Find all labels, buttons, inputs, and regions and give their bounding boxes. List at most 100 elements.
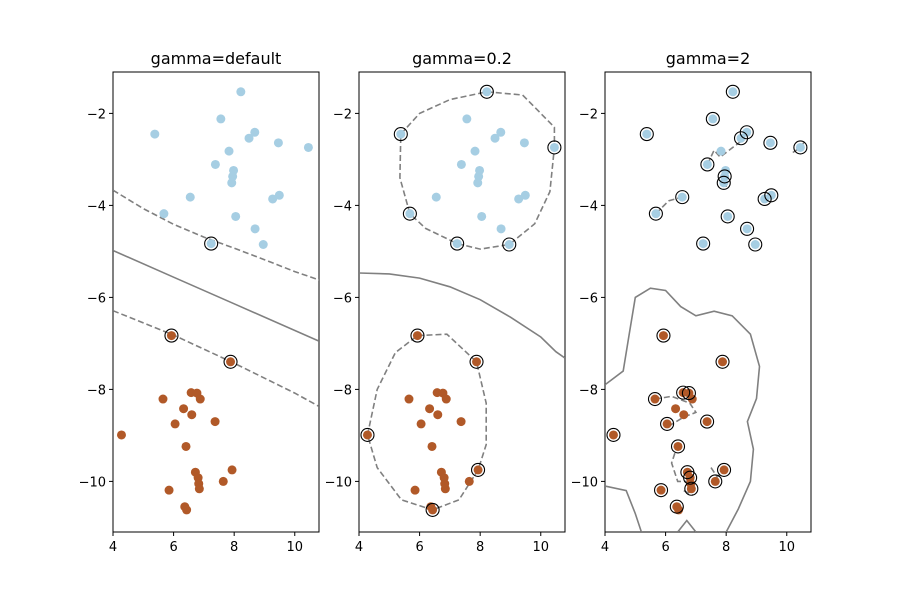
margin-line [366, 333, 487, 511]
margin-line [399, 91, 556, 250]
data-point [210, 159, 220, 169]
support-vector-marker [502, 237, 517, 252]
data-point [650, 394, 660, 404]
data-point [216, 114, 226, 124]
decision-boundary [113, 249, 319, 342]
data-point [708, 114, 718, 124]
x-tick-label: 10 [286, 540, 303, 555]
data-point [303, 142, 313, 152]
plot-area [358, 71, 566, 533]
data-point [179, 404, 189, 414]
data-point [482, 87, 492, 97]
support-vector-marker [469, 354, 484, 369]
support-vector-marker [425, 502, 440, 517]
support-vector-marker [705, 111, 720, 126]
data-point [765, 138, 775, 148]
data-point [441, 394, 451, 404]
chart-title: gamma=0.2 [412, 49, 512, 68]
data-point [187, 410, 197, 420]
data-point [472, 357, 482, 367]
data-point [464, 476, 474, 486]
chart-title: gamma=2 [666, 49, 751, 68]
subplot-gamma-0-2: gamma=0.2 4 6 8 10 −2 −4 −6 −8 −10 [325, 49, 566, 555]
data-point [226, 357, 236, 367]
plot-layer [359, 84, 565, 517]
data-point [227, 178, 237, 188]
support-vector-marker [717, 169, 732, 184]
support-vector-marker [660, 416, 675, 431]
support-vector-marker [410, 328, 425, 343]
y-tick-label: −6 [87, 291, 106, 306]
support-vector-marker [720, 209, 735, 224]
y-tick-label: −10 [79, 475, 106, 490]
support-vector-marker [715, 354, 730, 369]
y-tick-label: −6 [579, 291, 598, 306]
support-vector-marker [647, 392, 663, 407]
subplot-gamma-2: gamma=2 4 6 8 10 −2 −4 −6 −8 −10 [571, 49, 812, 555]
data-point [416, 419, 426, 429]
data-point [116, 430, 126, 440]
data-point [718, 357, 728, 367]
data-point [244, 133, 254, 143]
data-point [766, 190, 776, 200]
support-vector-marker [763, 135, 778, 150]
y-tick-label: −10 [571, 475, 598, 490]
margin-line [706, 140, 742, 165]
support-vector-marker [656, 328, 671, 343]
support-vector-marker [669, 499, 684, 514]
data-point [642, 129, 652, 139]
support-vector-marker [681, 386, 696, 401]
data-point [686, 484, 696, 494]
x-tick-label: 8 [476, 540, 484, 555]
data-point [519, 138, 529, 148]
support-vector-marker [740, 221, 755, 236]
x-tick-label: 4 [355, 540, 363, 555]
data-point [504, 240, 514, 249]
data-point [224, 146, 234, 156]
support-vector-marker [479, 84, 494, 99]
data-point [608, 430, 618, 440]
data-point [159, 209, 169, 219]
data-point [164, 485, 174, 495]
data-point [719, 465, 729, 475]
y-tick-label: −6 [333, 291, 352, 306]
data-point [268, 194, 278, 204]
support-vector-marker [676, 385, 691, 400]
y-tick-label: −4 [87, 199, 106, 214]
support-vector-marker [670, 439, 686, 454]
margin-line [670, 444, 690, 483]
support-vector-marker [204, 236, 219, 251]
plot-layer [113, 87, 319, 515]
data-point [651, 209, 661, 219]
decision-boundary [605, 485, 643, 532]
margin-line [655, 196, 683, 215]
support-vector-marker [606, 427, 621, 442]
support-vector-marker [757, 191, 772, 207]
decision-boundary [605, 287, 761, 532]
data-point [760, 194, 770, 204]
support-vector-marker [164, 328, 179, 343]
data-point [456, 417, 466, 427]
support-vector-marker [708, 474, 723, 489]
data-point [405, 209, 415, 219]
y-tick-label: −10 [325, 475, 352, 490]
data-point [236, 87, 246, 97]
data-point [396, 129, 406, 139]
data-point [362, 430, 372, 440]
data-point [227, 465, 237, 475]
data-point [218, 476, 228, 486]
margin-line [710, 467, 724, 478]
support-vector-marker [223, 354, 238, 369]
data-point [150, 129, 160, 139]
data-point [795, 142, 805, 152]
data-point [440, 484, 450, 494]
data-point [662, 419, 672, 429]
support-vector-marker [648, 206, 663, 221]
plot-layer [605, 84, 808, 532]
x-tick-label: 4 [601, 540, 609, 555]
x-tick-label: 6 [415, 540, 423, 555]
data-point [473, 465, 483, 475]
support-vector-marker [700, 414, 715, 429]
support-vector-marker [653, 483, 669, 498]
